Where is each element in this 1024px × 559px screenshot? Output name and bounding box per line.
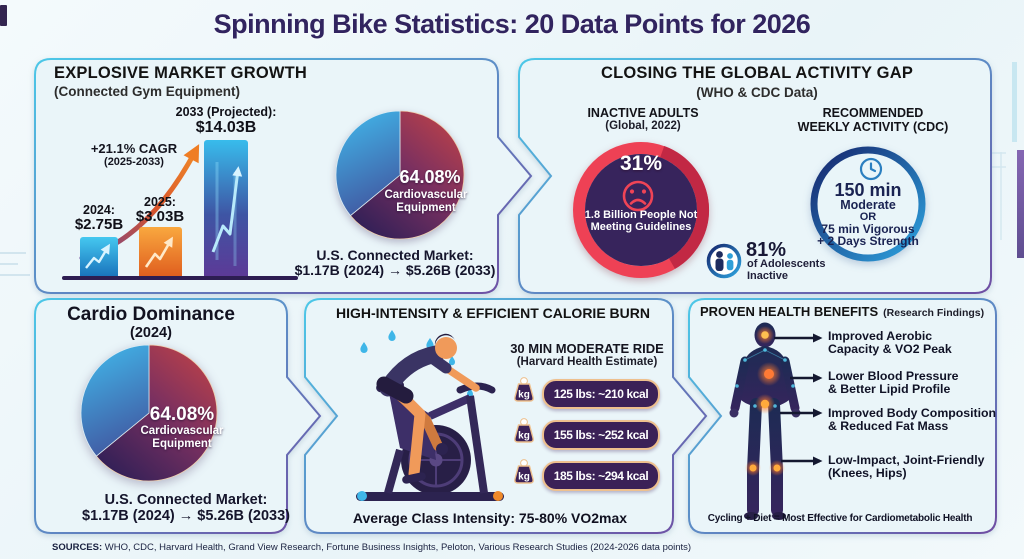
bar-2024 bbox=[80, 237, 118, 276]
inactive-description: 1.8 Billion People Not Meeting Guideline… bbox=[584, 209, 698, 233]
recommended-strength: + 2 Days Strength bbox=[817, 234, 919, 248]
recommended-subheading: WEEKLY ACTIVITY (CDC) bbox=[797, 120, 949, 134]
panel-title: EXPLOSIVE MARKET GROWTH bbox=[54, 64, 308, 82]
recommended-minutes: 150 min bbox=[834, 180, 902, 200]
recommended-or: OR bbox=[859, 211, 877, 223]
panel-title-suffix: (Research Findings) bbox=[883, 307, 985, 319]
inactive-percentage: 31% bbox=[619, 152, 663, 175]
benefit-line1: Lower Blood Pressure bbox=[828, 369, 959, 383]
benefit-arrows bbox=[774, 333, 823, 466]
weight-unit-label: kg bbox=[518, 472, 530, 483]
calorie-pill: 185 lbs: ~294 kcal bbox=[542, 461, 660, 491]
panel-subtitle: (WHO & CDC Data) bbox=[696, 85, 818, 100]
pie-label-line2: Equipment bbox=[152, 438, 212, 450]
page-title: Spinning Bike Statistics: 20 Data Points… bbox=[213, 9, 811, 39]
us-market-line2: $1.17B (2024) → $5.26B (2033) bbox=[294, 262, 496, 278]
edge-strip-teal bbox=[1012, 62, 1017, 142]
pie-label-line1: Cardiovascular bbox=[140, 425, 224, 437]
benefit-line2: & Reduced Fat Mass bbox=[828, 419, 949, 433]
pie-percentage: 64.08% bbox=[149, 404, 215, 425]
calorie-pill: 125 lbs: ~210 kcal bbox=[542, 379, 660, 409]
circuit-left-2 bbox=[0, 263, 18, 265]
pie-label-line2: Equipment bbox=[396, 202, 456, 214]
people-icon bbox=[706, 243, 742, 279]
adolescents-desc-line1: of Adolescents bbox=[747, 258, 826, 270]
adolescents-desc-line2: Inactive bbox=[747, 270, 788, 282]
inactive-adults-heading: INACTIVE ADULTS bbox=[587, 106, 699, 120]
circuit-left-3 bbox=[0, 274, 30, 276]
cagr-period-label: (2025-2033) bbox=[104, 156, 164, 168]
panel-subtitle: (Connected Gym Equipment) bbox=[54, 84, 241, 99]
circuit-left-1 bbox=[0, 252, 26, 254]
calorie-pill: 155 lbs: ~252 kcal bbox=[542, 420, 660, 450]
intensity-footer: Average Class Intensity: 75-80% VO2max bbox=[352, 510, 628, 526]
panel-title-row: PROVEN HEALTH BENEFITS (Research Finding… bbox=[700, 304, 1000, 319]
benefit-line1: Improved Body Composition bbox=[828, 406, 997, 420]
calorie-text: 125 lbs: ~210 kcal bbox=[553, 387, 649, 401]
recommended-heading: RECOMMENDED bbox=[822, 106, 924, 120]
pie-chart bbox=[335, 110, 465, 240]
weight-icon: kg bbox=[514, 377, 534, 402]
edge-strip-purple bbox=[1017, 150, 1024, 258]
bar-chart-baseline bbox=[62, 276, 298, 280]
bar-2025-year-label: 2025: bbox=[144, 195, 176, 209]
adolescents-percentage: 81% bbox=[746, 239, 787, 261]
benefit-item: Low-Impact, Joint-Friendly (Knees, Hips) bbox=[828, 454, 984, 480]
benefits-footer: Cycling + Diet = Most Effective for Card… bbox=[707, 513, 973, 524]
sources-label: SOURCES: bbox=[52, 542, 103, 553]
inactive-adults-subheading: (Global, 2022) bbox=[605, 120, 681, 132]
bar-trend-icon bbox=[211, 162, 243, 266]
weight-icon: kg bbox=[514, 418, 534, 443]
benefit-line1: Low-Impact, Joint-Friendly bbox=[828, 453, 985, 467]
bar-2024-year-label: 2024: bbox=[83, 203, 115, 217]
us-market-line2: $1.17B (2024) → $5.26B (2033) bbox=[82, 508, 290, 524]
recommended-vigorous: 75 min Vigorous bbox=[821, 222, 915, 236]
weight-icon: kg bbox=[514, 459, 534, 484]
cyclist-illustration bbox=[356, 330, 504, 501]
us-market-line1: U.S. Connected Market: bbox=[104, 492, 268, 508]
benefit-line2: Capacity & VO2 Peak bbox=[828, 342, 952, 356]
bar-2025-value-label: $3.03B bbox=[135, 208, 185, 225]
weight-unit-label: kg bbox=[518, 390, 530, 401]
bar-2033-year-label: 2033 (Projected): bbox=[175, 105, 277, 119]
weight-unit-label: kg bbox=[518, 431, 530, 442]
benefit-line2: & Better Lipid Profile bbox=[828, 382, 951, 396]
benefit-item: Improved Aerobic Capacity & VO2 Peak bbox=[828, 330, 952, 356]
ride-heading: 30 MIN MODERATE RIDE bbox=[510, 341, 664, 356]
benefit-item: Lower Blood Pressure & Better Lipid Prof… bbox=[828, 370, 959, 396]
benefit-item: Improved Body Composition & Reduced Fat … bbox=[828, 407, 996, 433]
benefit-line1: Improved Aerobic bbox=[828, 329, 933, 343]
benefit-line2: (Knees, Hips) bbox=[828, 466, 907, 480]
body-illustration bbox=[729, 322, 801, 520]
ride-subheading: (Harvard Health Estimate) bbox=[516, 356, 658, 368]
panel-title: PROVEN HEALTH BENEFITS bbox=[700, 304, 879, 319]
sources-line: SOURCES: WHO, CDC, Harvard Health, Grand… bbox=[52, 542, 691, 553]
bar-trend-icon bbox=[144, 236, 173, 268]
bar-2025 bbox=[139, 227, 182, 276]
pie-chart bbox=[80, 344, 218, 482]
calorie-text: 155 lbs: ~252 kcal bbox=[553, 428, 649, 442]
sad-face-icon bbox=[622, 180, 654, 212]
panel-title: CLOSING THE GLOBAL ACTIVITY GAP bbox=[600, 64, 914, 82]
bar-2033 bbox=[204, 140, 248, 276]
activity-ring bbox=[810, 146, 926, 262]
panel-title: Cardio Dominance bbox=[67, 304, 235, 325]
bar-2024-value-label: $2.75B bbox=[74, 216, 124, 233]
cagr-label: +21.1% CAGR bbox=[90, 141, 178, 156]
pie-percentage: 64.08% bbox=[399, 167, 461, 187]
sources-text: WHO, CDC, Harvard Health, Grand View Res… bbox=[102, 542, 692, 553]
calorie-text: 185 lbs: ~294 kcal bbox=[553, 469, 649, 483]
panel-subtitle: (2024) bbox=[130, 325, 172, 341]
bar-trend-icon bbox=[85, 243, 110, 269]
recommended-moderate: Moderate bbox=[840, 198, 896, 212]
clock-icon bbox=[859, 157, 883, 181]
glow-points bbox=[745, 326, 785, 476]
panel-title: HIGH-INTENSITY & EFFICIENT CALORIE BURN bbox=[336, 305, 650, 321]
us-market-line1: U.S. Connected Market: bbox=[316, 247, 474, 263]
bar-2033-value-label: $14.03B bbox=[195, 119, 257, 136]
pie-label-line1: Cardiovascular bbox=[384, 189, 468, 201]
circuit-right-3 bbox=[1000, 152, 1002, 240]
